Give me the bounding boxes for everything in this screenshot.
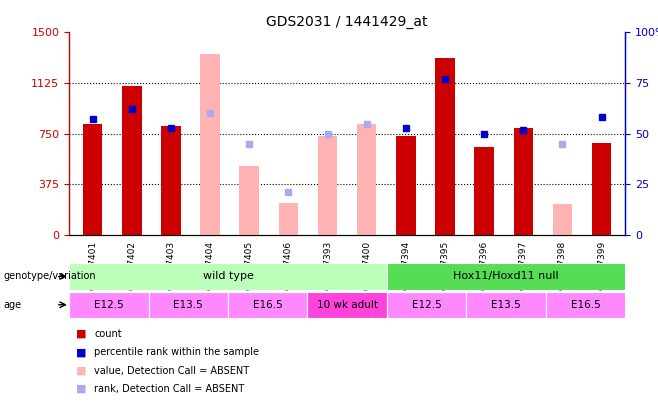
Text: E16.5: E16.5 <box>570 300 600 310</box>
Text: rank, Detection Call = ABSENT: rank, Detection Call = ABSENT <box>94 384 244 394</box>
Bar <box>69 292 149 318</box>
Bar <box>513 128 533 235</box>
Text: E13.5: E13.5 <box>491 300 521 310</box>
Text: E12.5: E12.5 <box>412 300 442 310</box>
Bar <box>307 292 387 318</box>
Bar <box>545 292 625 318</box>
Bar <box>161 126 181 235</box>
Bar <box>592 143 611 235</box>
Text: Hox11/Hoxd11 null: Hox11/Hoxd11 null <box>453 271 559 281</box>
Bar <box>149 292 228 318</box>
Text: ■: ■ <box>76 347 86 357</box>
Bar <box>467 292 545 318</box>
Text: genotype/variation: genotype/variation <box>3 271 96 281</box>
Bar <box>318 136 338 235</box>
Title: GDS2031 / 1441429_at: GDS2031 / 1441429_at <box>266 15 428 29</box>
Bar <box>435 58 455 235</box>
Bar <box>278 202 298 235</box>
Text: ■: ■ <box>76 384 86 394</box>
Text: percentile rank within the sample: percentile rank within the sample <box>94 347 259 357</box>
Text: wild type: wild type <box>203 271 253 281</box>
Bar <box>240 166 259 235</box>
Text: E13.5: E13.5 <box>173 300 203 310</box>
Text: E12.5: E12.5 <box>94 300 124 310</box>
Bar <box>387 263 625 290</box>
Bar <box>553 204 572 235</box>
Bar <box>83 124 103 235</box>
Text: ■: ■ <box>76 366 86 375</box>
Bar <box>474 147 494 235</box>
Text: 10 wk adult: 10 wk adult <box>316 300 378 310</box>
Text: age: age <box>3 300 22 310</box>
Bar <box>357 124 376 235</box>
Bar <box>228 292 307 318</box>
Bar <box>387 292 467 318</box>
Bar <box>396 136 416 235</box>
Bar <box>122 86 141 235</box>
Bar <box>200 54 220 235</box>
Text: E16.5: E16.5 <box>253 300 282 310</box>
Text: count: count <box>94 329 122 339</box>
Text: value, Detection Call = ABSENT: value, Detection Call = ABSENT <box>94 366 249 375</box>
Text: ■: ■ <box>76 329 86 339</box>
Bar <box>69 263 387 290</box>
